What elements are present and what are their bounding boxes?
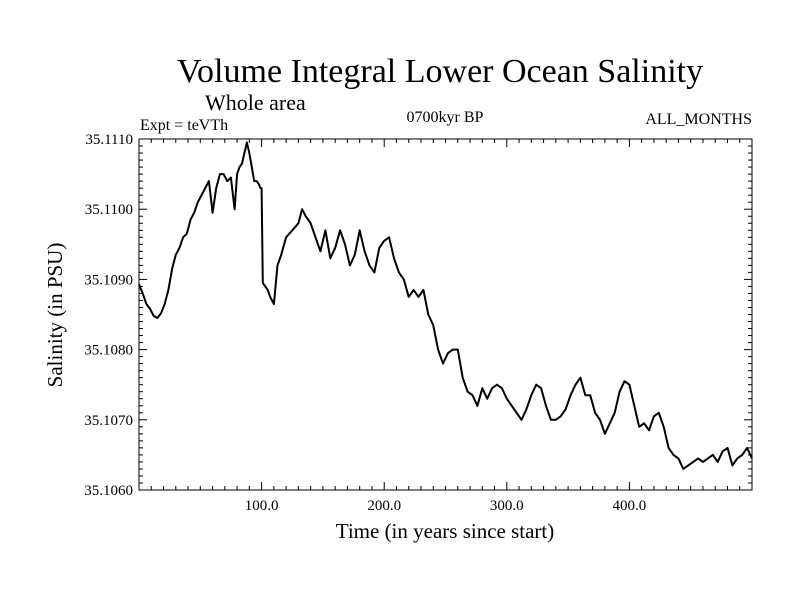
plot-frame [138,138,753,491]
y-axis-label: Salinity (in PSU) [43,243,67,388]
y-tick-label: 35.1090 [84,272,133,288]
x-tick-label: 400.0 [613,498,647,514]
experiment-label: Expt = teVTh [140,117,228,134]
x-tick-label: 300.0 [490,498,524,514]
months-label: ALL_MONTHS [645,111,752,128]
y-tick-label: 35.1060 [84,483,133,499]
x-tick-label: 100.0 [245,498,279,514]
y-tick-label: 35.1070 [84,413,133,429]
x-tick-labels: 100.0 200.0 300.0 400.0 [245,498,647,514]
salinity-series-line [138,141,753,470]
axis-ticks [139,139,752,490]
y-tick-label: 35.1100 [85,202,133,218]
x-tick-label: 200.0 [367,498,401,514]
x-axis-label: Time (in years since start) [336,519,555,543]
period-label: 0700kyr BP [407,109,484,126]
chart-subtitle: Whole area [205,90,306,115]
y-tick-labels: 35.1060 35.1070 35.1080 35.1090 35.1100 35.11… [84,132,133,499]
y-tick-label: 35.1110 [85,132,133,148]
chart-title: Volume Integral Lower Ocean Salinity [177,53,703,90]
y-tick-label: 35.1080 [84,343,133,359]
